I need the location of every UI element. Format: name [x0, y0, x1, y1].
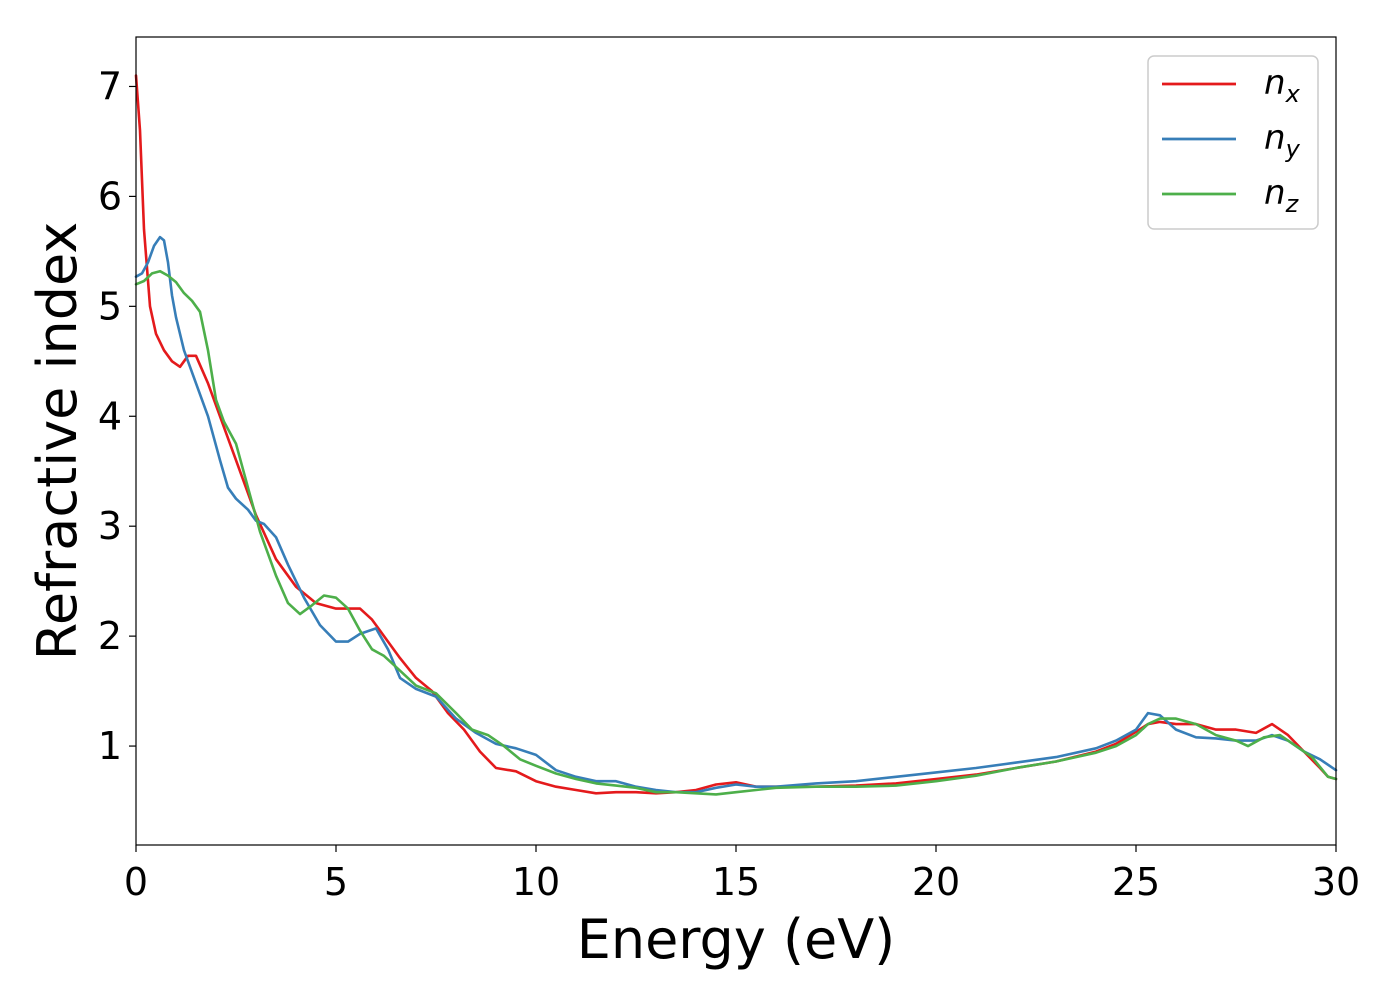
x-tick-label: 15: [712, 860, 760, 904]
y-axis: 1 2 3 4 5 6 7: [98, 64, 136, 768]
y-tick-label: 7: [98, 64, 122, 108]
x-tick-label: 0: [124, 860, 148, 904]
x-axis-title: Energy (eV): [577, 908, 896, 971]
x-tick-label: 25: [1112, 860, 1160, 904]
y-tick-label: 1: [98, 724, 122, 768]
legend-label-base: n: [1264, 63, 1286, 103]
x-tick-label: 5: [324, 860, 348, 904]
legend-label-subscript: y: [1285, 135, 1301, 163]
series-line-ny: [134, 235, 1338, 794]
y-axis-title: Refractive index: [26, 222, 89, 661]
legend-label-subscript: x: [1285, 80, 1301, 108]
legend-label-base: n: [1264, 118, 1286, 158]
x-tick-label: 10: [512, 860, 560, 904]
series-layer: [134, 74, 1338, 796]
legend-label-nx: nx: [1264, 63, 1301, 108]
y-tick-label: 2: [98, 614, 122, 658]
legend-label-nz: nz: [1264, 173, 1300, 218]
series-line-nx: [134, 74, 1338, 795]
x-axis: 0 5 10 15 20 25 30: [124, 845, 1360, 904]
x-tick-label: 20: [912, 860, 960, 904]
legend-box: [1147, 55, 1319, 230]
x-tick-label: 30: [1312, 860, 1360, 904]
series-line-nz: [134, 269, 1338, 796]
y-tick-label: 4: [98, 394, 122, 438]
y-tick-label: 3: [98, 504, 122, 548]
y-tick-label: 5: [98, 284, 122, 328]
y-tick-label: 6: [98, 174, 122, 218]
legend-label-subscript: z: [1285, 190, 1300, 218]
legend-label-base: n: [1264, 173, 1286, 213]
legend-label-ny: ny: [1264, 118, 1301, 163]
